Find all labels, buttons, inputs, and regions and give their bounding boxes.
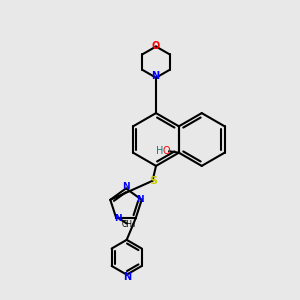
Text: N: N <box>151 71 159 81</box>
Text: O: O <box>163 146 170 156</box>
Text: N: N <box>114 214 122 223</box>
Text: CH₃: CH₃ <box>122 220 136 229</box>
Text: S: S <box>149 176 157 186</box>
Text: H: H <box>156 146 163 156</box>
Text: N: N <box>123 272 131 282</box>
Text: O: O <box>152 40 160 51</box>
Text: N: N <box>136 195 144 204</box>
Text: N: N <box>122 182 130 191</box>
